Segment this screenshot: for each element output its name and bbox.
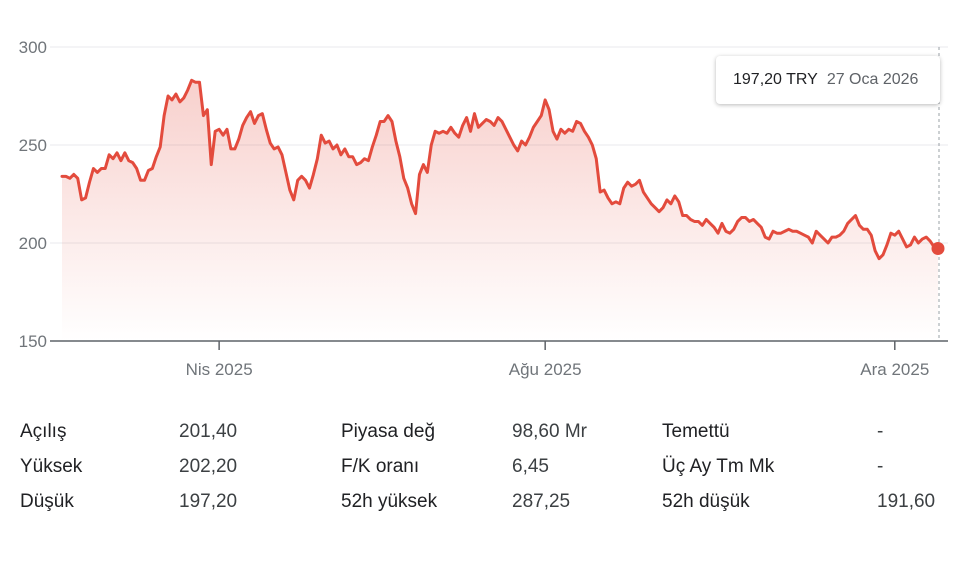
stat-label-quarterly-div: Üç Ay Tm Mk [662, 455, 775, 477]
y-tick-label: 200 [19, 234, 47, 253]
stat-label-open: Açılış [20, 420, 67, 442]
stat-label-52w-low: 52h düşük [662, 490, 750, 512]
x-tick-label: Ağu 2025 [509, 360, 582, 379]
stat-value-pe-ratio: 6,45 [512, 455, 549, 477]
tooltip-date: 27 Oca 2026 [826, 71, 919, 88]
stat-value-open: 201,40 [179, 420, 238, 442]
stat-label-market-cap: Piyasa değ [341, 420, 436, 442]
stat-label-dividend: Temettü [662, 420, 730, 442]
stat-label-pe-ratio: F/K oranı [341, 455, 420, 477]
price-line [60, 78, 940, 261]
price-tooltip: 197,20 TRY 27 Oca 2026 [716, 56, 940, 104]
stat-value-low: 197,20 [179, 490, 238, 512]
stats-row: Düşük 197,20 52h yüksek 287,25 52h düşük… [20, 484, 940, 519]
stat-value-market-cap: 98,60 Mr [512, 420, 587, 442]
y-axis-ticks: 300 250 200 150 [19, 38, 47, 351]
x-axis-ticks: Nis 2025 Ağu 2025 Ara 2025 [186, 341, 929, 379]
y-tick-label: 300 [19, 38, 47, 57]
y-tick-label: 150 [19, 332, 47, 351]
stat-value-dividend: - [877, 420, 884, 442]
x-tick-label: Nis 2025 [186, 360, 253, 379]
price-area-fill [62, 80, 938, 341]
stat-label-high: Yüksek [20, 455, 83, 477]
y-tick-label: 250 [19, 136, 47, 155]
x-tick-label: Ara 2025 [860, 360, 929, 379]
last-price-dot [931, 241, 945, 255]
tooltip-price: 197,20 TRY [733, 71, 818, 88]
stats-table: Açılış 201,40 Piyasa değ 98,60 Mr Temett… [20, 414, 940, 519]
stat-value-quarterly-div: - [877, 455, 884, 477]
stat-label-low: Düşük [20, 490, 74, 512]
stat-label-52w-high: 52h yüksek [341, 490, 438, 512]
stat-value-52w-low: 191,60 [877, 490, 936, 512]
price-chart[interactable]: 300 250 200 150 Nis 2025 Ağu 2025 Ara 2025 [0, 0, 960, 400]
stats-row: Yüksek 202,20 F/K oranı 6,45 Üç Ay Tm Mk… [20, 449, 940, 484]
stat-value-high: 202,20 [179, 455, 238, 477]
stat-value-52w-high: 287,25 [512, 490, 571, 512]
stats-row: Açılış 201,40 Piyasa değ 98,60 Mr Temett… [20, 414, 940, 449]
